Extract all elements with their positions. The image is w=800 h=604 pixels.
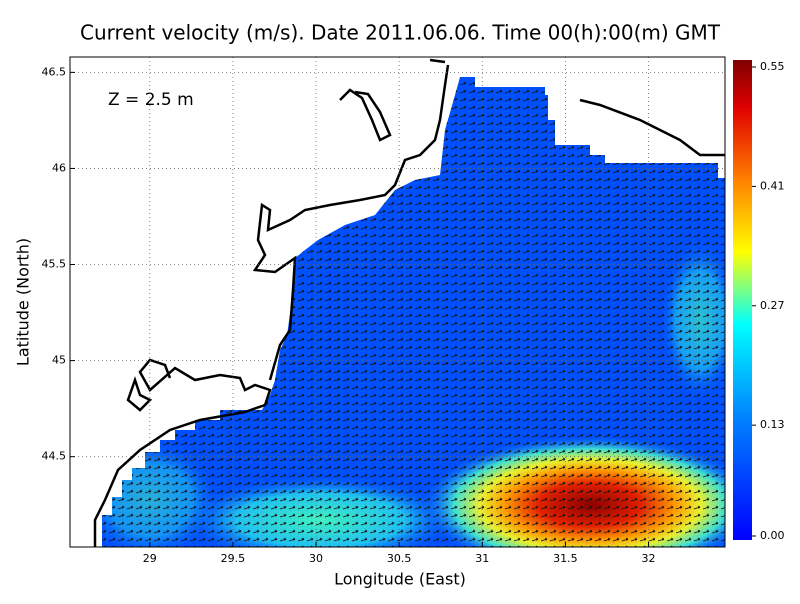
x-tick-label: 32 — [642, 552, 656, 565]
velocity-field — [102, 77, 725, 547]
x-tick-label: 30 — [309, 552, 323, 565]
x-axis-label: Longitude (East) — [334, 570, 466, 589]
x-tick-label: 29 — [143, 552, 157, 565]
y-tick-label: 46 — [52, 161, 66, 174]
y-tick-label: 44.5 — [42, 450, 67, 463]
colorbar-tick-label: 0.13 — [760, 418, 785, 431]
x-tick-label: 31.5 — [553, 552, 578, 565]
colorbar-tick-label: 0.41 — [760, 179, 785, 192]
x-tick-label: 30.5 — [387, 552, 412, 565]
chart-title: Current velocity (m/s). Date 2011.06.06.… — [80, 21, 721, 45]
y-axis-label: Latitude (North) — [14, 238, 33, 366]
colorbar-tick-label: 0.55 — [760, 60, 785, 73]
plot-frame — [69, 56, 726, 548]
coastline — [93, 58, 725, 547]
y-tick-label: 45 — [52, 354, 66, 367]
colorbar — [733, 60, 752, 540]
colorbar-tick-label: 0.27 — [760, 299, 785, 312]
colorbar-tick-label: 0.00 — [760, 529, 785, 542]
y-tick-label: 46.5 — [42, 65, 67, 78]
annotation: Z = 2.5 m — [108, 90, 194, 110]
plot-area: Z = 2.5 m — [69, 56, 726, 548]
y-tick-label: 45.5 — [42, 258, 67, 271]
x-tick-label: 31 — [475, 552, 489, 565]
x-tick-label: 29.5 — [221, 552, 246, 565]
